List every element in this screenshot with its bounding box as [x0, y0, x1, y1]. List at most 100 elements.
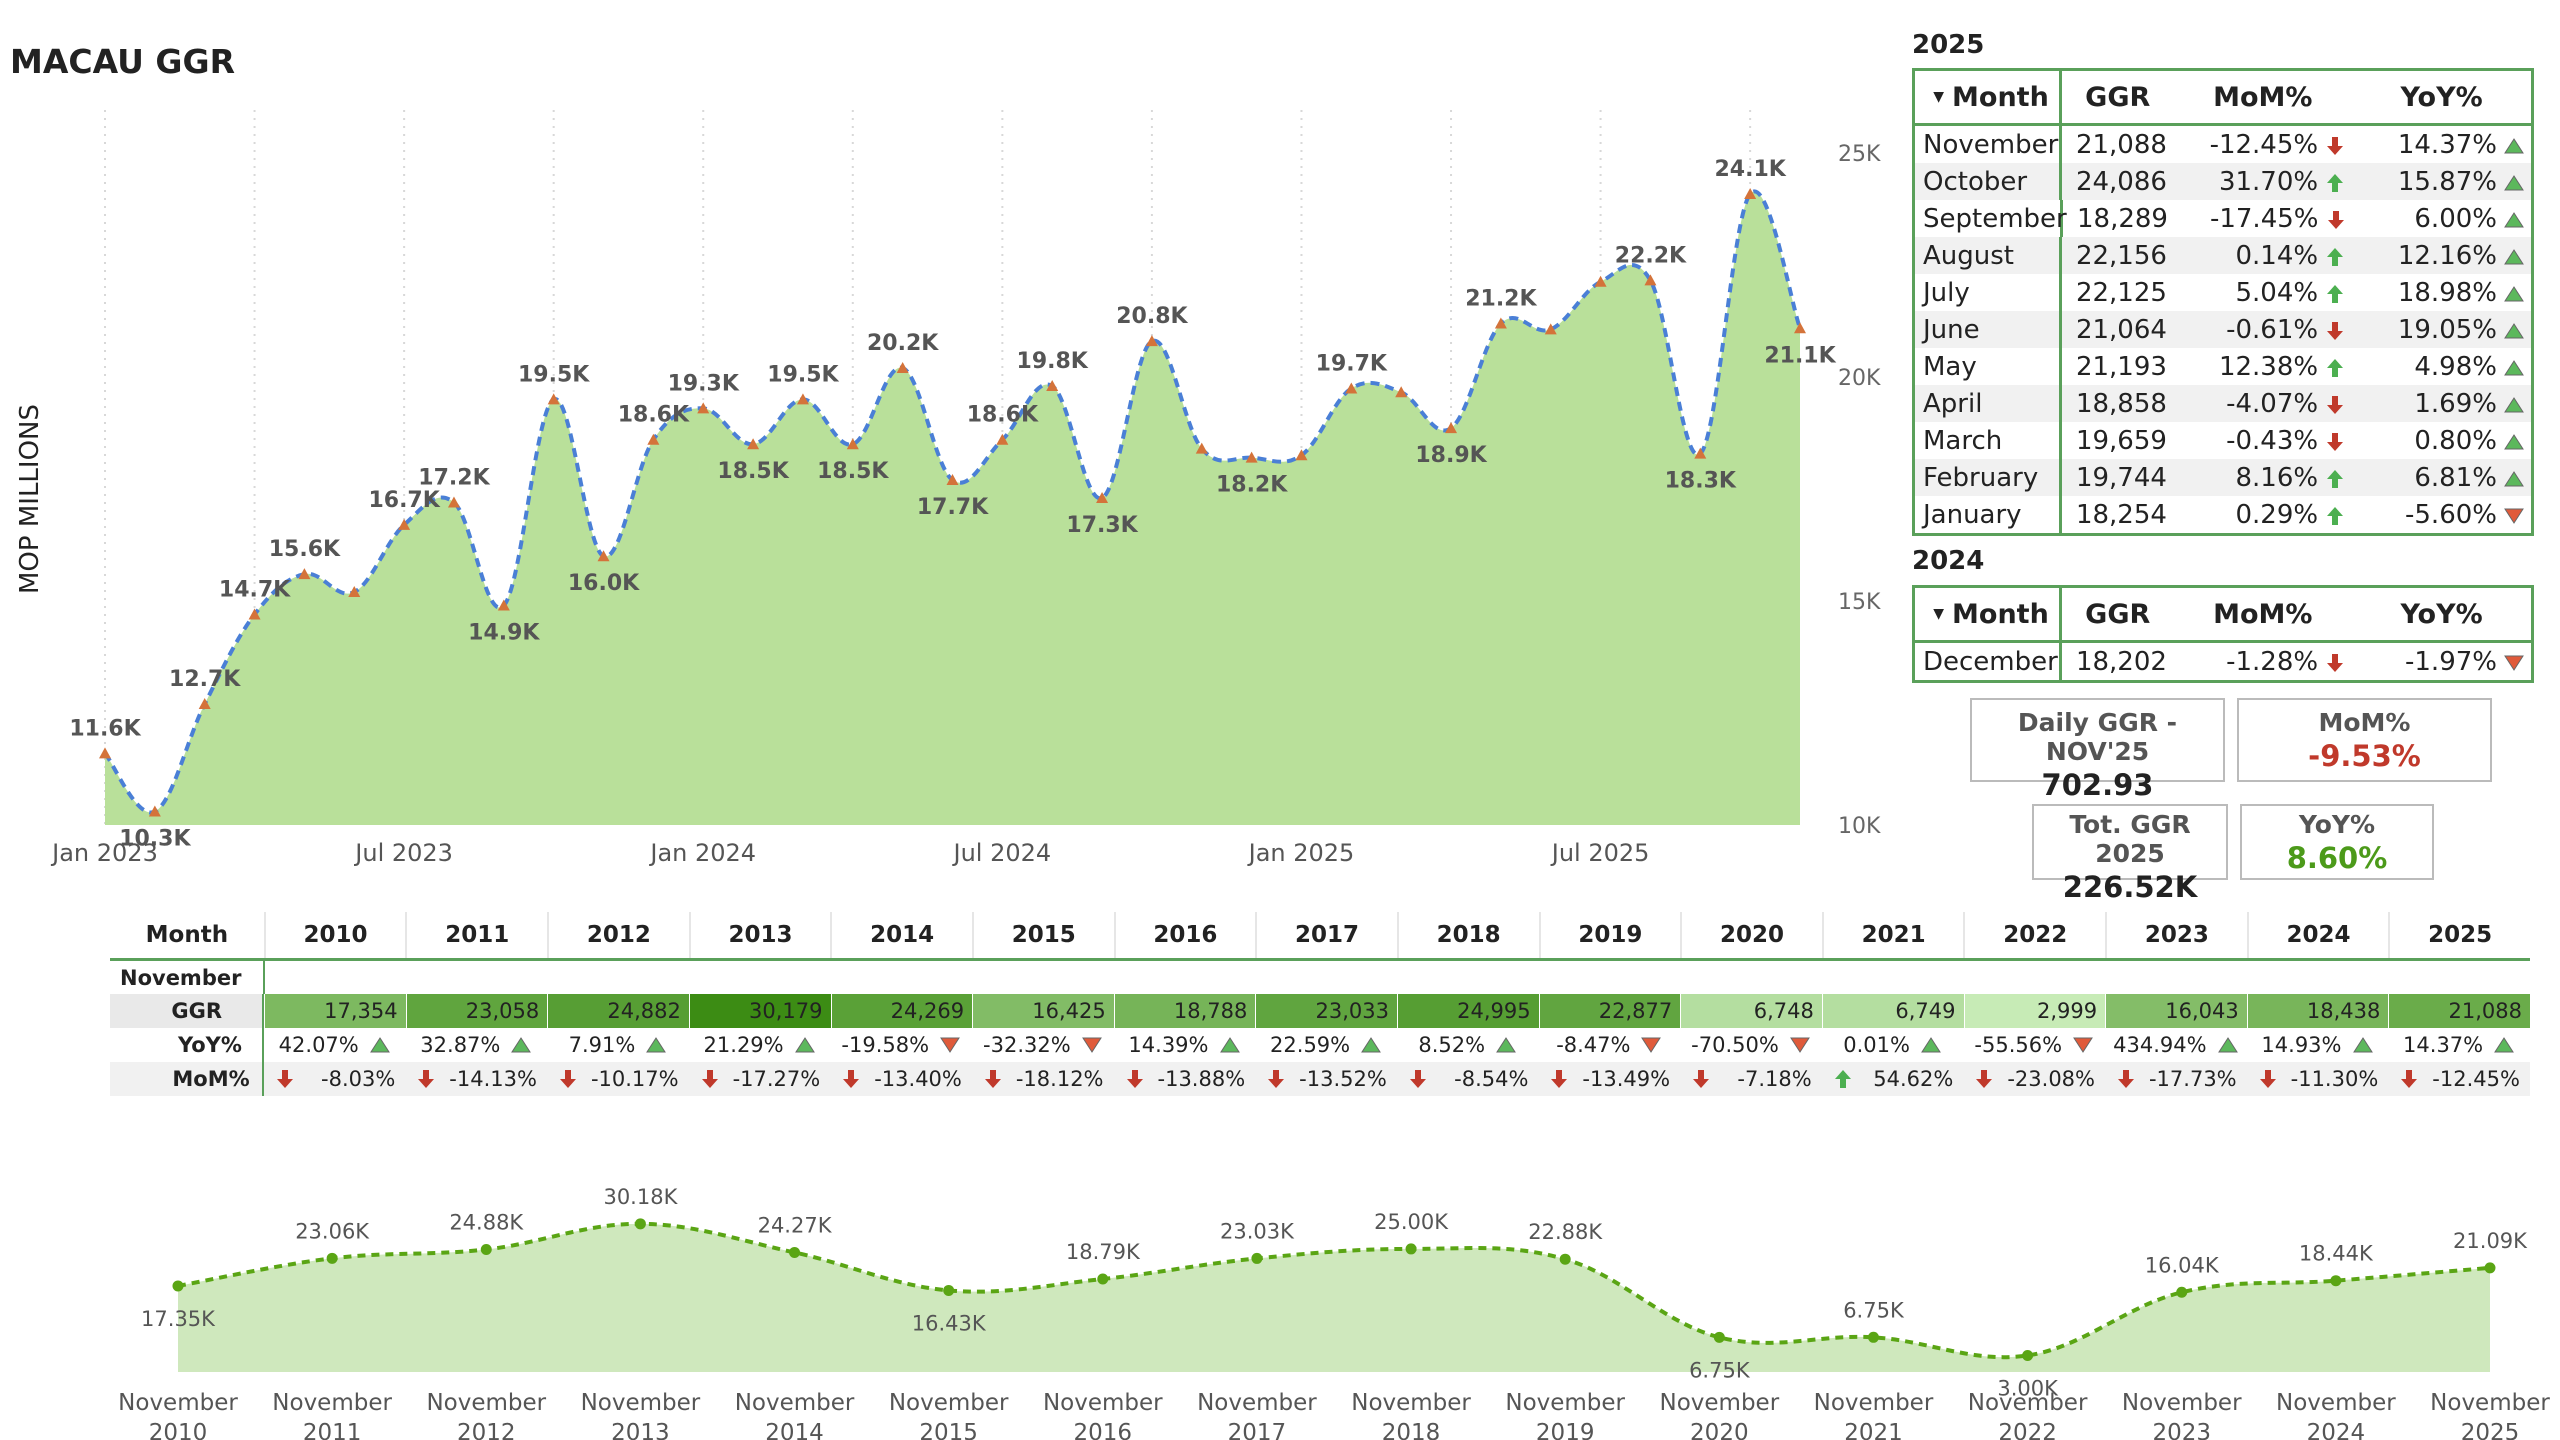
mom-cell: -14.13% — [405, 1062, 547, 1096]
mom-value: -17.27% — [732, 1067, 821, 1091]
yoy-value: 14.39% — [1128, 1033, 1209, 1057]
column-header-month-label: Month — [1952, 81, 2049, 113]
yoy-cell: 4.98% — [2352, 348, 2531, 385]
yoy-cell-text: 12.16% — [2397, 240, 2497, 271]
data-label: 30.18K — [603, 1185, 678, 1209]
mom-cell: -10.17% — [547, 1062, 689, 1096]
yoy-value: -8.47% — [1556, 1033, 1631, 1057]
month-cell-text: October — [1923, 166, 2028, 197]
data-label: 10.3K — [119, 827, 191, 852]
ggr-cell: 17,354 — [264, 994, 406, 1028]
x-tick-label: November — [2122, 1390, 2242, 1416]
column-header-year: 2012 — [547, 912, 689, 958]
mom-cell-text: -4.07% — [2226, 388, 2319, 419]
yoy-cell: 12.16% — [2352, 237, 2531, 274]
data-label: 20.2K — [867, 331, 939, 356]
table-row[interactable]: January 18,254 0.29% -5.60% — [1915, 496, 2531, 533]
table-row[interactable]: April 18,858 -4.07% 1.69% — [1915, 385, 2531, 422]
column-header-month[interactable]: ▼ Month — [1915, 588, 2063, 640]
data-point — [846, 438, 859, 450]
data-point — [697, 402, 710, 414]
data-label: 24.88K — [449, 1210, 524, 1234]
sort-desc-icon[interactable]: ▼ — [1933, 606, 1945, 622]
sort-desc-icon[interactable]: ▼ — [1933, 89, 1945, 105]
arrow-up-icon — [2324, 171, 2346, 193]
column-header-ggr[interactable]: GGR — [2085, 598, 2151, 630]
yoy-cell: 8.52% — [1397, 1028, 1539, 1062]
data-label: 21.1K — [1764, 343, 1836, 368]
table-row[interactable]: August 22,156 0.14% 12.16% — [1915, 237, 2531, 274]
column-header-ggr[interactable]: GGR — [2085, 81, 2151, 113]
yoy-value: -32.32% — [983, 1033, 1071, 1057]
yoy-cell: 14.39% — [1114, 1028, 1256, 1062]
mom-cell: -8.03% — [264, 1062, 406, 1096]
month-cell-text: December — [1923, 646, 2058, 677]
data-point — [1594, 275, 1607, 287]
month-cell: February — [1915, 459, 2062, 496]
arrow-down-icon — [1124, 1068, 1146, 1090]
column-header-mom[interactable]: MoM% — [2213, 81, 2313, 113]
triangle-up-icon — [2503, 430, 2525, 452]
mom-value: -12.45% — [2432, 1067, 2520, 1091]
column-header-month[interactable]: ▼ Month — [1915, 71, 2063, 123]
data-point — [1405, 1243, 1417, 1255]
triangle-up-icon — [1219, 1034, 1241, 1056]
table-row[interactable]: October 24,086 31.70% 15.87% — [1915, 163, 2531, 200]
mom-cell: -13.88% — [1114, 1062, 1256, 1096]
x-tick-label: 2010 — [149, 1420, 208, 1440]
x-tick-label: 2014 — [765, 1420, 824, 1440]
table-row: GGR 17,354 23,058 24,882 30,179 24,269 16,425 1… — [110, 994, 2531, 1028]
mom-value: -8.54% — [1454, 1067, 1529, 1091]
data-point — [298, 568, 311, 580]
month-cell-text: June — [1923, 314, 1980, 345]
data-point — [1867, 1331, 1879, 1343]
data-point — [1744, 187, 1757, 199]
yoy-cell: -32.32% — [972, 1028, 1114, 1062]
mom-cell-text: 8.16% — [2235, 462, 2319, 493]
x-tick-label: 2020 — [1690, 1420, 1749, 1440]
data-point — [99, 747, 111, 759]
ggr-cell: 6,749 — [1821, 994, 1964, 1028]
mom-cell-text: -1.28% — [2226, 646, 2319, 677]
yoy-cell-text: 1.69% — [2414, 388, 2497, 419]
month-cell: June — [1915, 311, 2062, 348]
column-header-month: Month — [145, 922, 229, 948]
table-row[interactable]: March 19,659 -0.43% 0.80% — [1915, 422, 2531, 459]
column-header-year: 2017 — [1255, 912, 1397, 958]
column-header-year: 2021 — [1821, 912, 1964, 958]
month-cell-text: March — [1923, 425, 2003, 456]
table-row[interactable]: June 21,064 -0.61% 19.05% — [1915, 311, 2531, 348]
mom-cell-text: 5.04% — [2235, 277, 2319, 308]
data-label: 24.27K — [758, 1213, 833, 1237]
x-tick-label: November — [1043, 1390, 1163, 1416]
month-cell: May — [1915, 348, 2062, 385]
x-tick-label: 2017 — [1228, 1420, 1287, 1440]
table-row[interactable]: December 18,202 -1.28% -1.97% — [1915, 643, 2531, 680]
table-row[interactable]: September 18,289 -17.45% 6.00% — [1915, 200, 2531, 237]
triangle-up-icon — [645, 1034, 667, 1056]
x-tick-label: November — [1505, 1390, 1625, 1416]
mom-cell: -0.61% — [2173, 311, 2352, 348]
data-label: 21.2K — [1465, 287, 1537, 312]
x-tick-label: November — [1197, 1390, 1317, 1416]
yoy-cell-text: 4.98% — [2414, 351, 2497, 382]
data-point — [1295, 449, 1308, 461]
table-row[interactable]: February 19,744 8.16% 6.81% — [1915, 459, 2531, 496]
column-header-yoy[interactable]: YoY% — [2400, 81, 2483, 113]
yoy-cell: 21.29% — [689, 1028, 831, 1062]
table-row[interactable]: May 21,193 12.38% 4.98% — [1915, 348, 2531, 385]
kpi-daily-ggr-value: 702.93 — [2041, 768, 2154, 802]
x-tick-label: November — [735, 1390, 855, 1416]
ggr-cell: 18,788 — [1113, 994, 1256, 1028]
data-point — [896, 362, 909, 374]
arrow-down-icon — [2325, 208, 2347, 230]
table-row[interactable]: November 21,088 -12.45% 14.37% — [1915, 126, 2531, 163]
arrow-down-icon — [274, 1068, 296, 1090]
column-header-mom[interactable]: MoM% — [2213, 598, 2313, 630]
triangle-down-icon — [2072, 1034, 2094, 1056]
data-point — [1145, 335, 1158, 347]
column-header-yoy[interactable]: YoY% — [2400, 598, 2483, 630]
triangle-up-icon — [369, 1034, 391, 1056]
table-row[interactable]: July 22,125 5.04% 18.98% — [1915, 274, 2531, 311]
data-point — [996, 433, 1009, 445]
